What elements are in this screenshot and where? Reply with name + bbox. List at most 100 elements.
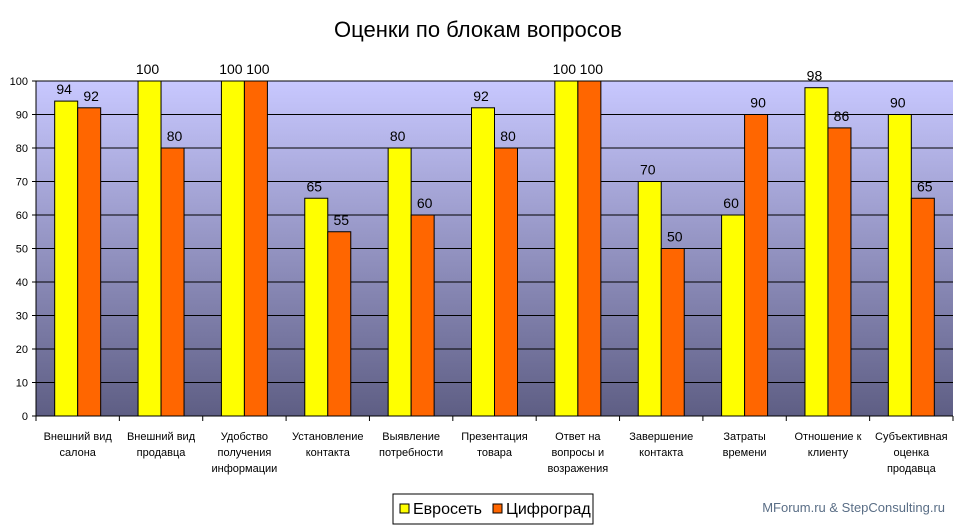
data-label: 65 — [917, 178, 933, 194]
data-label: 100 — [219, 61, 243, 77]
y-tick-label: 70 — [16, 177, 28, 189]
data-label: 100 — [580, 61, 604, 77]
y-tick-label: 30 — [16, 311, 28, 323]
data-label: 90 — [890, 95, 906, 111]
category-label-line: клиенту — [808, 447, 849, 459]
category-label-line: оценка — [893, 447, 930, 459]
category-label-line: контакта — [306, 447, 351, 459]
category-label-line: Внешний вид — [44, 431, 113, 443]
bar-evroset — [137, 80, 162, 417]
bar-tsifrograd — [577, 80, 602, 417]
category-label-line: Ответ на — [555, 431, 601, 443]
data-label: 55 — [333, 212, 349, 228]
category-label: Презентация товара — [461, 431, 527, 459]
y-tick-label: 60 — [16, 210, 28, 222]
category-label: Выявление потребности — [379, 431, 443, 459]
data-label: 80 — [390, 128, 406, 144]
y-tick-label: 10 — [16, 378, 28, 390]
data-label: 80 — [500, 128, 516, 144]
y-tick-label: 80 — [16, 143, 28, 155]
category-label: Внешний вид салона — [44, 431, 113, 459]
bar-evroset — [387, 147, 412, 417]
chart-title: Оценки по блокам вопросов — [334, 17, 622, 42]
bar-tsifrograd — [660, 248, 685, 417]
category-label-line: контакта — [639, 447, 684, 459]
y-tick-label: 100 — [10, 76, 28, 88]
data-label: 92 — [473, 88, 489, 104]
bar-tsifrograd — [410, 214, 435, 417]
data-label: 86 — [834, 108, 850, 124]
bar-evroset — [554, 80, 579, 417]
category-label: Установление контакта — [292, 431, 363, 459]
category-label-line: Презентация — [461, 431, 527, 443]
data-label: 65 — [306, 178, 322, 194]
category-label-line: потребности — [379, 447, 443, 459]
bars — [54, 80, 935, 417]
category-label-line: вопросы и — [552, 447, 605, 459]
data-label: 100 — [136, 61, 160, 77]
bar-evroset — [54, 100, 79, 417]
bar-tsifrograd — [910, 197, 935, 417]
bar-evroset — [304, 197, 329, 417]
category-label-line: Выявление — [382, 431, 440, 443]
category-label-line: продавца — [887, 463, 937, 475]
category-label-line: Отношение к — [794, 431, 861, 443]
bar-evroset — [887, 114, 912, 417]
data-label: 90 — [750, 95, 766, 111]
category-label: Отношение к клиенту — [794, 431, 861, 459]
category-label-line: Субъективная — [875, 431, 948, 443]
data-label: 100 — [553, 61, 577, 77]
data-label: 50 — [667, 229, 683, 245]
data-label: 70 — [640, 162, 656, 178]
y-tick-label: 0 — [22, 411, 28, 423]
category-label: Завершение контакта — [629, 431, 693, 459]
category-label-line: времени — [723, 447, 767, 459]
bar-evroset — [220, 80, 245, 417]
bar-tsifrograd — [243, 80, 268, 417]
credit-text: MForum.ru & StepConsulting.ru — [762, 500, 945, 515]
y-tick-label: 40 — [16, 277, 28, 289]
bar-evroset — [721, 214, 746, 417]
legend: Евросеть Цифроград — [392, 493, 594, 525]
bar-tsifrograd — [77, 107, 102, 417]
y-tick-label: 90 — [16, 110, 28, 122]
y-tick-label: 50 — [16, 244, 28, 256]
data-label: 92 — [83, 88, 99, 104]
category-label: Затраты времени — [723, 431, 767, 459]
category-label-line: получения — [218, 447, 272, 459]
data-label: 98 — [807, 68, 823, 84]
category-label-line: Затраты — [723, 431, 766, 443]
category-label-line: товара — [477, 447, 513, 459]
category-label: Внешний вид продавца — [127, 431, 196, 459]
category-label-line: возражения — [548, 463, 609, 475]
data-label: 100 — [246, 61, 270, 77]
data-label: 60 — [723, 195, 739, 211]
category-label: Субъективная оценка продавца — [875, 431, 948, 475]
category-labels: Внешний вид салона Внешний вид продавца Удоб… — [44, 431, 948, 475]
category-label-line: салона — [59, 447, 96, 459]
category-label: Удобство получения информации — [212, 431, 278, 475]
legend-label-tsifrograd: Цифроград — [506, 501, 591, 518]
bar-evroset — [804, 87, 829, 417]
data-label: 60 — [417, 195, 433, 211]
bar-evroset — [471, 107, 495, 417]
bar-tsifrograd — [327, 231, 352, 417]
category-label-line: Завершение — [629, 431, 693, 443]
data-label: 94 — [56, 81, 72, 97]
category-label-line: Удобство — [221, 431, 268, 443]
y-tick-label: 20 — [16, 344, 28, 356]
bar-tsifrograd — [744, 114, 769, 417]
legend-swatch-tsifrograd — [492, 503, 503, 514]
category-label: Ответ на вопросы и возражения — [548, 431, 609, 475]
legend-swatch-evroset — [399, 503, 410, 514]
bar-evroset — [637, 181, 662, 417]
axes: 0 10 20 30 40 50 60 70 80 90 100 — [10, 76, 954, 423]
bar-tsifrograd — [160, 147, 185, 417]
bar-tsifrograd — [494, 147, 518, 417]
data-label: 80 — [167, 128, 183, 144]
category-label-line: информации — [212, 463, 278, 475]
category-label-line: Внешний вид — [127, 431, 196, 443]
